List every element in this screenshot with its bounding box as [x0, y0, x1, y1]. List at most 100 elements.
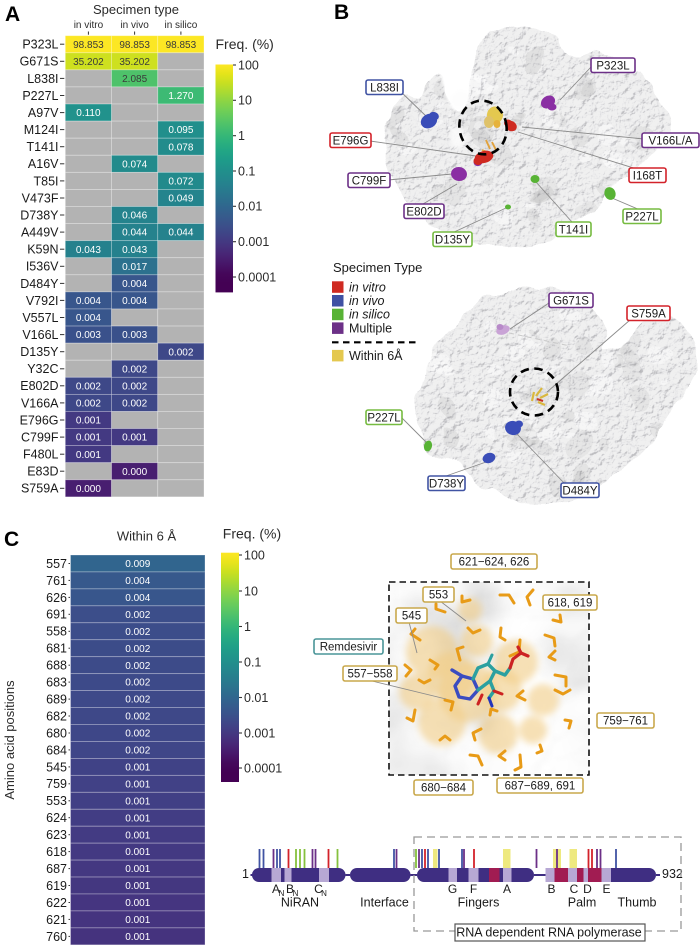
svg-text:T85I: T85I [33, 174, 58, 188]
svg-text:A: A [5, 3, 20, 26]
svg-text:0.001: 0.001 [125, 881, 150, 892]
svg-text:E83D: E83D [27, 465, 58, 479]
svg-text:D135Y: D135Y [435, 234, 470, 246]
svg-text:0.001: 0.001 [125, 779, 150, 790]
svg-text:0.004: 0.004 [76, 296, 101, 307]
svg-text:760: 760 [46, 930, 67, 944]
svg-text:0.001: 0.001 [76, 450, 101, 461]
svg-text:684: 684 [46, 743, 67, 757]
svg-text:0.001: 0.001 [125, 898, 150, 909]
svg-text:0.001: 0.001 [76, 433, 101, 444]
svg-text:G: G [448, 882, 457, 896]
svg-text:626: 626 [46, 591, 67, 605]
svg-text:D738Y: D738Y [429, 478, 464, 490]
svg-text:0.044: 0.044 [122, 228, 147, 239]
svg-text:35.202: 35.202 [73, 57, 104, 68]
svg-text:T141I: T141I [27, 140, 59, 154]
svg-text:G671S: G671S [553, 295, 589, 307]
svg-text:0.049: 0.049 [168, 194, 193, 205]
svg-text:V557L: V557L [22, 311, 58, 325]
svg-text:B: B [286, 882, 294, 896]
svg-text:545: 545 [46, 760, 67, 774]
svg-text:624: 624 [46, 811, 67, 825]
svg-text:M124I: M124I [24, 123, 59, 137]
svg-text:0.078: 0.078 [168, 142, 193, 153]
svg-text:680−684: 680−684 [421, 783, 467, 795]
svg-text:A: A [272, 882, 280, 896]
svg-text:557: 557 [46, 557, 67, 571]
svg-text:0.002: 0.002 [125, 695, 150, 706]
svg-text:0.001: 0.001 [125, 847, 150, 858]
svg-text:Thumb: Thumb [618, 896, 657, 910]
svg-text:C799F: C799F [352, 175, 387, 187]
svg-text:0.003: 0.003 [76, 330, 101, 341]
svg-text:F480L: F480L [23, 448, 58, 462]
svg-text:0.1: 0.1 [244, 655, 261, 669]
svg-text:Freq. (%): Freq. (%) [223, 526, 281, 542]
svg-text:0.001: 0.001 [125, 762, 150, 773]
svg-text:0.002: 0.002 [76, 399, 101, 410]
svg-text:B: B [547, 882, 555, 896]
svg-text:0.001: 0.001 [238, 235, 269, 249]
svg-text:Freq. (%): Freq. (%) [216, 36, 274, 52]
svg-text:759−761: 759−761 [603, 716, 648, 728]
svg-text:0.002: 0.002 [125, 661, 150, 672]
svg-text:0.0001: 0.0001 [244, 761, 282, 775]
svg-text:0.002: 0.002 [125, 678, 150, 689]
svg-text:0.004: 0.004 [125, 593, 150, 604]
svg-text:0.002: 0.002 [122, 381, 147, 392]
svg-text:0.001: 0.001 [125, 864, 150, 875]
svg-text:B: B [334, 1, 349, 24]
svg-text:P227L: P227L [625, 211, 659, 223]
svg-text:0.002: 0.002 [125, 729, 150, 740]
svg-text:1.270: 1.270 [168, 91, 193, 102]
svg-text:1: 1 [244, 620, 251, 634]
svg-text:0.095: 0.095 [168, 125, 193, 136]
svg-text:932: 932 [662, 867, 683, 881]
svg-text:100: 100 [238, 58, 259, 72]
svg-text:1: 1 [242, 867, 249, 881]
svg-text:687−689, 691: 687−689, 691 [505, 781, 576, 793]
svg-text:N: N [321, 889, 327, 898]
svg-text:C: C [314, 882, 323, 896]
svg-text:557−558: 557−558 [347, 669, 392, 681]
svg-text:D: D [583, 882, 592, 896]
svg-text:0.003: 0.003 [122, 330, 147, 341]
svg-text:0.002: 0.002 [122, 364, 147, 375]
svg-text:N: N [279, 889, 285, 898]
svg-text:98.853: 98.853 [119, 40, 150, 51]
svg-text:0.002: 0.002 [125, 627, 150, 638]
svg-text:P227L: P227L [22, 89, 58, 103]
svg-text:10: 10 [244, 584, 258, 598]
svg-text:C: C [4, 528, 19, 551]
svg-text:A16V: A16V [28, 157, 59, 171]
svg-text:0.004: 0.004 [122, 279, 147, 290]
svg-text:691: 691 [46, 608, 67, 622]
svg-text:RNA dependent RNA polymerase: RNA dependent RNA polymerase [456, 926, 642, 940]
svg-text:618: 618 [46, 845, 67, 859]
svg-text:T141I: T141I [559, 224, 588, 236]
svg-text:in vitro: in vitro [74, 20, 104, 31]
svg-text:F: F [470, 882, 477, 896]
svg-text:0.072: 0.072 [168, 176, 193, 187]
svg-text:Remdesivir: Remdesivir [320, 642, 378, 654]
svg-text:0.043: 0.043 [76, 245, 101, 256]
svg-text:618, 619: 618, 619 [548, 598, 593, 610]
svg-text:Palm: Palm [568, 896, 596, 910]
svg-text:P323L: P323L [596, 60, 630, 72]
svg-text:A449V: A449V [21, 226, 59, 240]
svg-text:0.001: 0.001 [122, 433, 147, 444]
svg-text:0.001: 0.001 [125, 830, 150, 841]
svg-text:622: 622 [46, 896, 67, 910]
svg-text:0.001: 0.001 [125, 932, 150, 943]
svg-text:I536V: I536V [26, 260, 59, 274]
svg-text:L838I: L838I [27, 72, 58, 86]
svg-text:K59N: K59N [27, 243, 58, 257]
svg-text:687: 687 [46, 862, 67, 876]
svg-text:0.001: 0.001 [125, 915, 150, 926]
svg-text:0.0001: 0.0001 [238, 270, 276, 284]
svg-text:P323L: P323L [22, 38, 58, 52]
svg-text:Interface: Interface [360, 896, 409, 910]
svg-text:98.853: 98.853 [73, 40, 104, 51]
svg-text:NiRAN: NiRAN [281, 896, 319, 910]
